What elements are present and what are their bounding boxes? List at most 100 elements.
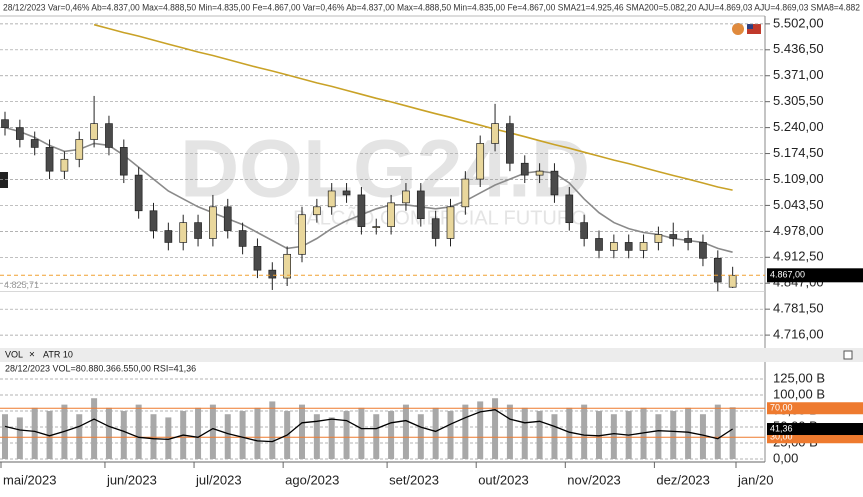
candle-body	[342, 190, 351, 196]
x-tick-label: nov/2023	[567, 472, 621, 487]
volume-bar	[239, 411, 246, 459]
candle-body	[105, 123, 113, 148]
candle-body	[491, 123, 499, 144]
candle-body	[506, 123, 514, 164]
rsi-value-box	[767, 423, 863, 436]
volume-bar	[447, 411, 454, 459]
volume-bar	[343, 411, 350, 459]
candle-body	[194, 222, 202, 239]
candle-body	[535, 170, 544, 176]
min-marker-label: 4.825,71	[4, 280, 39, 290]
last-price-label: 4.867,00	[770, 270, 805, 280]
candle-body	[134, 174, 143, 212]
candle-body	[75, 139, 84, 160]
volume-bar	[388, 411, 395, 459]
candle-body	[30, 139, 39, 148]
watermark-sub: BALCÃO COMERCIAL FUTURO	[293, 205, 587, 229]
volume-bar	[46, 411, 53, 459]
volume-bar	[150, 414, 157, 459]
currency-icon[interactable]	[732, 23, 744, 35]
panel-header: 28/12/2023 VOL=80.880.366.550,00 RSI=41,…	[5, 363, 196, 373]
volume-bar	[209, 404, 216, 459]
candle-body	[595, 238, 603, 251]
rsi-level-box	[767, 402, 863, 415]
y-tick-label: 125,00 B	[773, 370, 825, 385]
last-price-box	[767, 268, 863, 283]
x-tick-label: mai/2023	[3, 472, 56, 487]
candle-body	[313, 206, 321, 216]
x-tick-label: ago/2023	[285, 472, 339, 487]
flag-canton	[747, 24, 753, 29]
volume-bar	[91, 398, 98, 459]
volume-bar	[655, 414, 662, 459]
volume-bar	[328, 417, 335, 459]
candle-body	[431, 218, 440, 239]
side-handle[interactable]	[0, 172, 8, 188]
volume-bar	[135, 404, 142, 459]
volume-bar	[105, 407, 112, 459]
candle-body	[639, 242, 648, 251]
volume-bar	[699, 414, 706, 459]
maximize-button[interactable]	[843, 350, 853, 360]
candle-body	[565, 194, 574, 223]
volume-bar	[2, 414, 8, 459]
candle-body	[699, 242, 707, 259]
candle-body	[713, 257, 722, 283]
flag-icon[interactable]	[747, 24, 761, 34]
volume-bar	[165, 417, 172, 459]
candle-body	[253, 246, 262, 271]
rsi-level-label: 70,00	[770, 403, 793, 413]
moving-average-line	[93, 23, 733, 191]
candle-body	[669, 234, 678, 239]
y-tick-label: 5.240,00	[773, 119, 824, 134]
tab-close[interactable]: ×	[29, 350, 35, 361]
candle-body	[416, 190, 425, 220]
volume-bar	[31, 407, 38, 459]
x-tick-label: jul/2023	[195, 472, 242, 487]
tab[interactable]: ATR 10	[43, 349, 73, 359]
rsi-value-label: 41,36	[770, 423, 793, 433]
candle-body	[520, 162, 529, 176]
volume-bar	[581, 404, 588, 459]
volume-bar	[670, 411, 677, 459]
candle-body	[149, 210, 158, 231]
volume-bar	[729, 407, 736, 459]
volume-bar	[417, 414, 424, 459]
y-tick-label: 4.716,00	[773, 327, 824, 342]
volume-bar	[432, 407, 439, 459]
rsi-level-label: 30,00	[770, 432, 793, 442]
volume-bar	[506, 404, 513, 459]
panel-tab-bar	[0, 348, 863, 362]
tab[interactable]: VOL	[5, 349, 23, 359]
x-tick-label: set/2023	[389, 472, 439, 487]
candle-body	[476, 143, 485, 180]
volume-bar	[536, 411, 543, 459]
y-tick-label: 4.978,00	[773, 223, 824, 238]
candle-body	[238, 230, 247, 247]
volume-bar	[195, 407, 202, 459]
candle-body	[16, 127, 24, 140]
y-tick-label: 100,00 B	[773, 386, 825, 401]
candle-body	[550, 170, 559, 196]
volume-bar	[254, 407, 261, 459]
volume-bar	[610, 414, 617, 459]
volume-bar	[521, 407, 528, 459]
volume-bar	[492, 398, 499, 459]
volume-bar	[358, 407, 365, 459]
volume-bar	[120, 411, 127, 459]
volume-bar	[76, 414, 83, 459]
x-tick-label: dez/2023	[656, 472, 710, 487]
candle-body	[446, 206, 455, 239]
volume-bar	[566, 407, 573, 459]
candle-body	[580, 222, 589, 239]
candle-body	[209, 206, 217, 239]
candle-body	[268, 269, 277, 279]
y-tick-label: 0,00	[773, 450, 798, 465]
candle-body	[327, 190, 336, 208]
candle-body	[387, 202, 395, 227]
y-tick-label: 5.305,50	[773, 93, 824, 108]
candle-body	[402, 190, 410, 204]
candle-body	[283, 253, 291, 279]
candle-body	[45, 147, 54, 172]
